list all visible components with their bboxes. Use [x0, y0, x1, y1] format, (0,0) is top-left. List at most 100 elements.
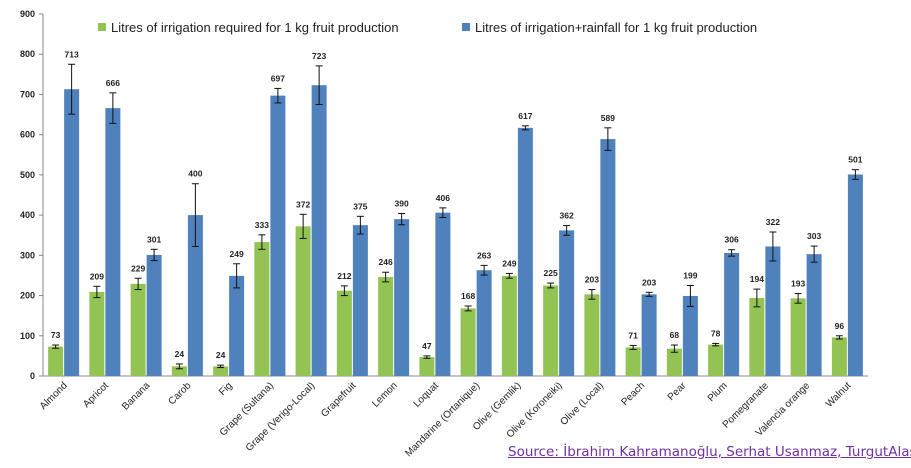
irrigation-rainfall-bar-1 [105, 108, 121, 377]
value-label: 78 [711, 328, 721, 338]
value-label: 193 [791, 279, 805, 289]
irrigation-bar-0 [48, 346, 64, 376]
category-label: Grape (Verigo-Local) [244, 380, 317, 453]
value-label: 333 [255, 220, 269, 230]
irrigation-bar-13 [584, 294, 600, 376]
irrigation-bar-10 [460, 308, 476, 376]
irrigation-bar-8 [378, 277, 394, 376]
value-labels: 73 713 209 666 229 301 24 400 24 249 333 697 372 723 2… [51, 49, 863, 360]
value-label: 666 [106, 78, 120, 88]
irrigation-rainfall-bar-8 [394, 219, 410, 376]
irrigation-bar-3 [171, 366, 187, 376]
legend-swatch-irrigation-rainfall [462, 23, 470, 31]
irrigation-rainfall-bar-10 [476, 270, 492, 376]
value-label: 406 [436, 193, 450, 203]
irrigation-rainfall-bar-13 [600, 139, 616, 376]
y-tick-label: 800 [20, 49, 35, 59]
value-label: 362 [560, 211, 574, 221]
value-label: 713 [65, 49, 79, 59]
y-tick-label: 500 [20, 170, 35, 180]
legend-swatch-irrigation [98, 23, 106, 31]
irrigation-rainfall-bar-4 [229, 275, 245, 376]
legend-label-irrigation: Litres of irrigation required for 1 kg f… [111, 20, 399, 35]
category-label: Olive (Local) [559, 380, 606, 427]
value-label: 501 [848, 155, 862, 165]
y-tick-label: 400 [20, 210, 35, 220]
category-label: Peach [619, 380, 647, 408]
irrigation-rainfall-bar-19 [847, 174, 863, 376]
y-tick-label: 200 [20, 291, 35, 301]
y-tick-label: 0 [30, 371, 35, 381]
irrigation-bar-6 [295, 226, 311, 376]
irrigation-rainfall-bar-11 [517, 127, 533, 376]
irrigation-bar-2 [130, 283, 146, 376]
irrigation-bar-18 [790, 298, 806, 376]
value-label: 47 [422, 341, 432, 351]
irrigation-rainfall-bar-9 [435, 212, 451, 376]
irrigation-rainfall-bar-15 [682, 295, 698, 376]
irrigation-rainfall-bar-3 [187, 215, 203, 376]
irrigation-rainfall-bar-6 [311, 85, 327, 377]
irrigation-rainfall-bar-16 [724, 252, 740, 376]
value-label: 322 [766, 217, 780, 227]
irrigation-bar-7 [336, 290, 352, 376]
category-label: Grapefruit [319, 380, 358, 419]
value-label: 96 [835, 321, 845, 331]
irrigation-rainfall-bar-18 [806, 254, 822, 376]
value-label: 194 [750, 274, 764, 284]
category-label: Carob [166, 380, 193, 407]
irrigation-bar-1 [89, 291, 105, 376]
category-label: Loquat [412, 380, 442, 410]
category-label: Mandarine (Ortanique) [403, 380, 482, 459]
irrigation-bar-12 [543, 285, 559, 376]
value-label: 229 [131, 263, 145, 273]
y-axis-ticks: 0 100 200 300 400 500 600 700 800 900 [20, 9, 43, 381]
irrigation-rainfall-bar-7 [352, 225, 368, 376]
value-label: 301 [147, 234, 161, 244]
value-label: 400 [188, 169, 202, 179]
y-tick-label: 300 [20, 250, 35, 260]
category-label: Fig [217, 380, 235, 398]
value-label: 212 [337, 271, 351, 281]
value-label: 617 [518, 111, 532, 121]
irrigation-rainfall-bar-12 [559, 230, 575, 376]
irrigation-bar-5 [254, 242, 270, 376]
value-label: 723 [312, 51, 326, 61]
value-label: 199 [683, 271, 697, 281]
value-label: 73 [51, 330, 61, 340]
irrigation-rainfall-bar-2 [146, 254, 162, 376]
category-label: Plum [706, 380, 730, 404]
category-label: Apricot [81, 380, 111, 410]
irrigation-bar-11 [501, 275, 517, 376]
irrigation-bar-15 [666, 348, 682, 376]
value-label: 203 [642, 277, 656, 287]
value-label: 375 [353, 201, 367, 211]
axes [42, 14, 868, 377]
value-label: 263 [477, 250, 491, 260]
irrigation-bar-19 [831, 337, 847, 376]
legend-label-irrigation-rainfall: Litres of irrigation+rainfall for 1 kg f… [475, 20, 757, 35]
error-bars [52, 63, 859, 370]
value-label: 306 [725, 235, 739, 245]
value-label: 203 [585, 275, 599, 285]
irrigation-rainfall-bar-17 [765, 246, 781, 376]
value-label: 168 [461, 291, 475, 301]
bars [48, 85, 863, 377]
category-label: Almond [38, 380, 70, 412]
irrigation-rainfall-bar-0 [64, 89, 80, 377]
irrigation-bar-4 [213, 366, 229, 376]
irrigation-rainfall-bar-5 [270, 95, 286, 376]
value-label: 249 [502, 258, 516, 268]
value-label: 24 [216, 350, 226, 360]
y-tick-label: 900 [20, 9, 35, 19]
category-label: Banana [120, 380, 152, 412]
value-label: 71 [628, 330, 638, 340]
value-label: 209 [90, 271, 104, 281]
value-label: 246 [379, 257, 393, 267]
y-tick-label: 100 [20, 331, 35, 341]
value-label: 249 [230, 249, 244, 259]
irrigation-bar-17 [749, 297, 765, 376]
value-label: 372 [296, 199, 310, 209]
source-credit[interactable]: Source: İbrahim Kahramanoğlu, Serhat Usa… [508, 444, 911, 460]
